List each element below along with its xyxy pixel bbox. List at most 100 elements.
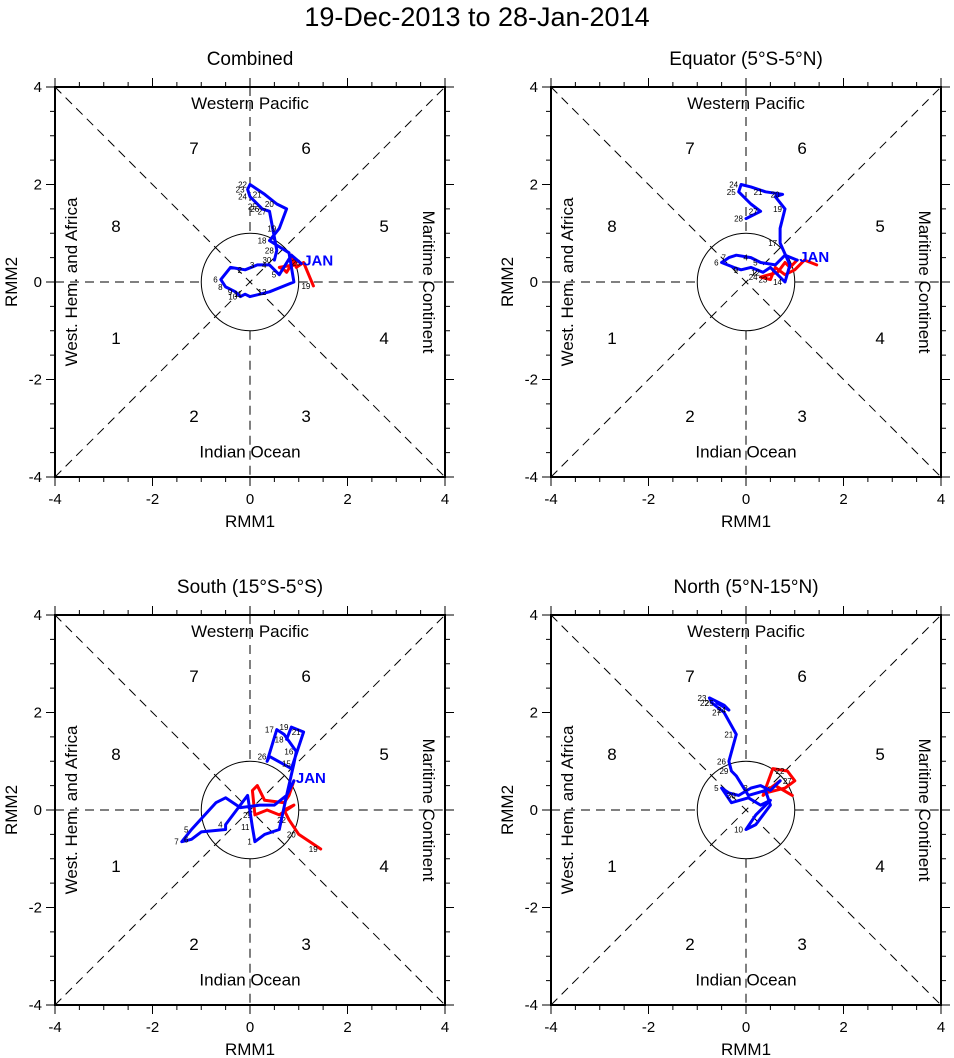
day-label: 24 bbox=[749, 273, 758, 282]
region-label-top: Western Pacific bbox=[687, 94, 805, 113]
y-tick-label: 2 bbox=[530, 705, 538, 722]
phase-number-5: 5 bbox=[379, 745, 388, 764]
day-label: 5 bbox=[714, 784, 719, 793]
x-tick-label: -2 bbox=[146, 491, 159, 508]
day-label: 27 bbox=[783, 777, 792, 786]
y-tick-label: -4 bbox=[525, 997, 538, 1014]
y-tick-label: 2 bbox=[530, 177, 538, 194]
day-label: 24 bbox=[729, 181, 738, 190]
day-label: 5 bbox=[184, 826, 189, 835]
phase-number-2: 2 bbox=[189, 935, 198, 954]
phase-number-6: 6 bbox=[301, 139, 310, 158]
day-label: 17 bbox=[768, 239, 777, 248]
region-label-bottom: Indian Ocean bbox=[695, 443, 796, 462]
day-label: 6 bbox=[213, 276, 218, 285]
day-label: 27 bbox=[749, 207, 758, 216]
day-label: 27 bbox=[712, 709, 721, 718]
day-label: 28 bbox=[265, 246, 274, 255]
day-label: 23 bbox=[698, 694, 707, 703]
day-label: 16 bbox=[284, 748, 293, 757]
panel-title: Equator (5°S-5°N) bbox=[669, 49, 823, 70]
day-label: 6 bbox=[184, 835, 189, 844]
x-tick-label: 2 bbox=[343, 1019, 351, 1036]
day-label: 21 bbox=[253, 190, 262, 199]
day-label: 19 bbox=[301, 282, 310, 291]
day-label: 11 bbox=[241, 823, 250, 832]
phase-number-6: 6 bbox=[797, 139, 806, 158]
phase-number-6: 6 bbox=[301, 667, 310, 686]
y-tick-label: 2 bbox=[34, 177, 42, 194]
y-tick-label: -2 bbox=[525, 900, 538, 917]
y-axis-label: RMM2 bbox=[2, 785, 21, 835]
phase-number-8: 8 bbox=[111, 745, 120, 764]
day-label: 22 bbox=[700, 699, 709, 708]
month-label: JAN bbox=[799, 249, 829, 266]
day-label: 3 bbox=[250, 261, 255, 270]
y-tick-label: -2 bbox=[29, 372, 42, 389]
phase-number-2: 2 bbox=[685, 935, 694, 954]
x-axis-label: RMM1 bbox=[721, 1040, 771, 1058]
day-label: 9 bbox=[734, 266, 739, 275]
phase-number-3: 3 bbox=[797, 935, 806, 954]
day-label: 18 bbox=[275, 735, 284, 744]
x-tick-label: 4 bbox=[441, 491, 449, 508]
diagonal-divider bbox=[550, 614, 942, 1006]
phase-number-7: 7 bbox=[685, 139, 694, 158]
day-label: 19 bbox=[267, 224, 276, 233]
phase-number-4: 4 bbox=[875, 857, 884, 876]
day-label: 30 bbox=[262, 256, 271, 265]
day-label: 20 bbox=[771, 190, 780, 199]
day-label: 27 bbox=[258, 207, 267, 216]
x-tick-label: -4 bbox=[544, 491, 557, 508]
x-tick-label: 4 bbox=[937, 491, 945, 508]
day-label: 7 bbox=[721, 254, 726, 263]
x-tick-label: 4 bbox=[937, 1019, 945, 1036]
day-label: 19 bbox=[309, 845, 318, 854]
day-label: 30 bbox=[727, 791, 736, 800]
amplitude-circle bbox=[200, 760, 300, 860]
day-label: 24 bbox=[717, 706, 726, 715]
trajectory-jan bbox=[720, 183, 799, 284]
y-tick-label: 4 bbox=[34, 607, 42, 624]
phase-number-2: 2 bbox=[685, 407, 694, 426]
phase-number-3: 3 bbox=[301, 407, 310, 426]
y-tick-label: 0 bbox=[530, 274, 538, 291]
day-label: 21 bbox=[292, 728, 301, 737]
y-tick-label: -4 bbox=[29, 997, 42, 1014]
y-axis-label: RMM2 bbox=[498, 257, 517, 307]
phase-number-4: 4 bbox=[379, 857, 388, 876]
day-label: 20 bbox=[287, 830, 296, 839]
x-axis-label: RMM1 bbox=[225, 1040, 275, 1058]
x-tick-label: 4 bbox=[441, 1019, 449, 1036]
month-label: JAN bbox=[296, 770, 326, 787]
x-tick-label: -2 bbox=[642, 491, 655, 508]
day-label: 29 bbox=[719, 767, 728, 776]
trajectory-dec bbox=[250, 779, 323, 851]
day-label: 10 bbox=[228, 293, 237, 302]
day-label: 26 bbox=[258, 752, 267, 761]
phase-number-2: 2 bbox=[189, 407, 198, 426]
x-tick-label: 2 bbox=[839, 491, 847, 508]
phase-number-1: 1 bbox=[111, 329, 120, 348]
region-label-left: West. Hem. and Africa bbox=[62, 197, 81, 366]
phase-number-5: 5 bbox=[875, 745, 884, 764]
trajectory-jan bbox=[180, 725, 306, 844]
figure-title: 19-Dec-2013 to 28-Jan-2014 bbox=[304, 2, 649, 32]
x-tick-label: -4 bbox=[48, 1019, 61, 1036]
region-label-right: Maritime Continent bbox=[915, 211, 934, 354]
x-tick-label: 2 bbox=[343, 491, 351, 508]
amplitude-circle bbox=[696, 760, 796, 860]
x-tick-label: 0 bbox=[742, 1019, 750, 1036]
day-label: 19 bbox=[773, 205, 782, 214]
day-label: 28 bbox=[734, 215, 743, 224]
y-axis-label: RMM2 bbox=[2, 257, 21, 307]
diagonal-divider bbox=[550, 86, 942, 478]
day-label: 3 bbox=[743, 784, 748, 793]
amplitude-circle bbox=[696, 232, 796, 332]
day-label: 25 bbox=[705, 699, 714, 708]
phase-number-3: 3 bbox=[797, 407, 806, 426]
day-label: 8 bbox=[218, 283, 223, 292]
day-label: 20 bbox=[265, 200, 274, 209]
y-tick-label: 4 bbox=[34, 79, 42, 96]
